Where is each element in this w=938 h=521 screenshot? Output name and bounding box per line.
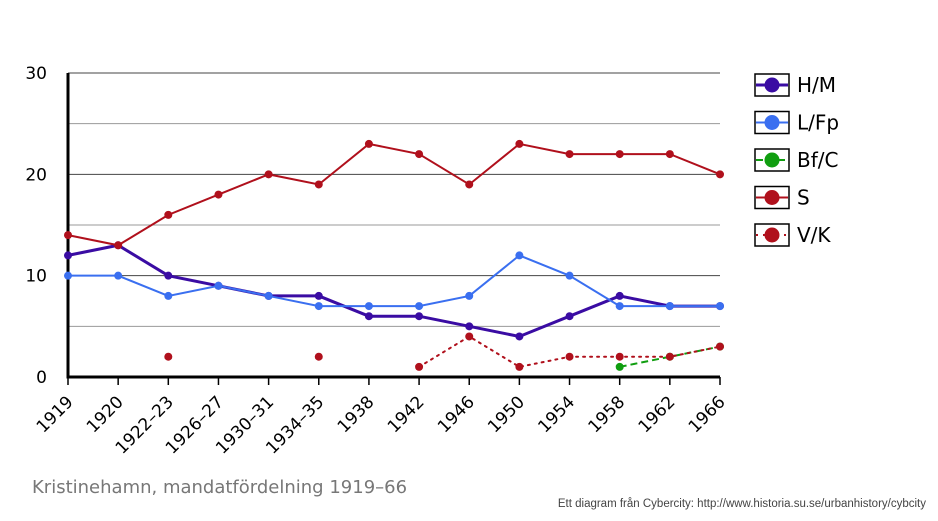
data-point [164,271,173,280]
data-point [465,291,474,300]
data-point [665,302,674,311]
data-point [114,271,123,280]
data-point [615,150,624,159]
data-point [465,180,474,189]
data-point [364,139,373,148]
data-point [314,291,323,300]
x-tick-label: 1920 [83,392,128,437]
data-point [465,322,474,331]
legend-swatch-marker [764,190,780,205]
data-point [716,342,724,351]
series-line [619,345,721,368]
series-line [418,335,721,368]
data-point [164,352,173,361]
data-point [415,312,424,321]
source-credit: Ett diagram från Cybercity: http://www.h… [557,498,926,510]
legend-swatch-marker [764,227,780,243]
data-point [515,362,524,371]
data-point [465,332,474,341]
x-tick-label: 1962 [635,392,680,437]
legend-item-s: S [754,186,810,210]
series-line [67,243,720,339]
legend-label: L/Fp [797,111,839,135]
data-point [214,190,223,199]
y-tick-label: 20 [25,165,47,185]
series-l-fp [64,251,724,311]
legend-item-bf-c: Bf/C [754,148,838,172]
data-point [716,302,724,311]
data-point [565,150,574,159]
y-tick-label: 10 [25,267,47,287]
data-point [314,352,323,361]
y-tick-label: 30 [25,64,47,84]
legend-label: H/M [797,73,836,97]
x-tick-label: 1946 [434,392,479,437]
data-point [364,312,373,321]
data-point [114,241,123,250]
data-point [615,362,624,371]
legend-swatch-marker [764,115,780,130]
data-point [515,251,524,260]
series-line [67,142,721,247]
data-point [164,210,173,219]
x-tick-label: 1919 [33,392,78,437]
data-point [64,251,72,260]
data-point [314,180,323,189]
data-point [264,170,273,179]
data-point [565,312,574,321]
series-s [64,139,724,250]
data-point [615,352,624,361]
legend-item-v-k: V/K [754,223,831,247]
series-line [68,254,720,308]
x-tick-label: 1950 [484,392,529,437]
x-tick-label: 1954 [534,392,579,437]
data-point [515,332,524,341]
grid [68,72,720,327]
data-point [716,170,724,179]
data-point [665,150,674,159]
legend-swatch-marker [764,77,780,93]
data-point [615,302,624,311]
data-point [665,352,674,361]
data-point [64,271,72,280]
data-point [214,281,223,290]
legend-label: Bf/C [797,148,838,172]
data-point [515,139,524,148]
data-point [565,352,574,361]
data-point [415,302,424,311]
chart-caption: Kristinehamn, mandatfördelning 1919–66 [32,477,408,498]
data-point [415,150,424,159]
legend-label: V/K [797,223,831,247]
data-point [615,291,624,300]
y-tick-label: 0 [36,368,47,388]
x-tick-label: 1958 [584,392,629,437]
series-h-m [64,241,724,341]
legend-swatch-marker [764,152,780,168]
x-tick-label: 1938 [334,392,379,437]
legend-item-l-fp: L/Fp [754,111,839,135]
data-point [164,291,173,300]
legend-label: S [797,186,810,210]
data-point [314,302,323,311]
data-point [364,302,373,311]
series-group [64,139,724,371]
legend: H/M L/Fp Bf/C S V/K [754,73,839,247]
legend-item-h-m: H/M [754,73,836,97]
y-axis: 0 10 20 30 [25,64,70,388]
data-point [264,291,273,300]
data-point [415,362,424,371]
data-point [565,271,574,280]
x-tick-label: 1966 [685,392,730,437]
series-v-k [164,332,724,371]
x-tick-label: 1942 [384,392,429,437]
data-point [64,231,72,240]
